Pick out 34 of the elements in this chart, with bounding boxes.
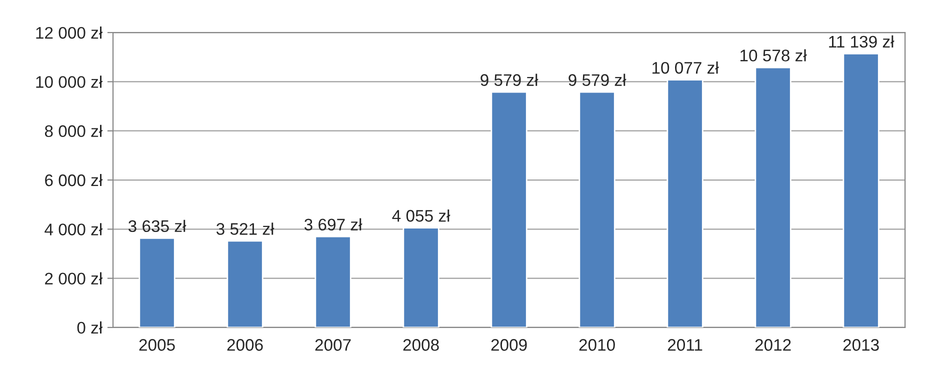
bar — [666, 79, 704, 328]
x-tick-label: 2007 — [315, 339, 351, 351]
x-tick-label: 2009 — [491, 339, 527, 351]
y-tick-label: 4 000 zł — [44, 223, 102, 236]
bar — [842, 53, 880, 328]
bar — [754, 66, 792, 328]
bar — [402, 227, 440, 328]
data-label: 3 521 zł — [216, 222, 274, 235]
y-tick-label: 6 000 zł — [45, 174, 102, 186]
data-label: 9 579 zł — [568, 74, 626, 86]
data-label: 10 578 zł — [740, 49, 807, 62]
x-tick-label: 2010 — [579, 339, 615, 351]
data-label: 10 077 zł — [652, 62, 719, 74]
data-label: 11 139 zł — [829, 35, 894, 48]
bar — [138, 237, 176, 328]
bar — [490, 91, 528, 328]
data-label: 3 697 zł — [304, 218, 362, 231]
x-tick-label: 2008 — [403, 339, 439, 351]
bar — [578, 91, 616, 328]
y-tick-label: 2 000 zł — [45, 272, 102, 285]
data-label: 3 635 zł — [128, 220, 186, 232]
x-tick-label: 2013 — [843, 339, 879, 351]
bar — [314, 236, 352, 328]
x-tick-label: 2006 — [227, 339, 263, 351]
x-tick-label: 2011 — [668, 339, 702, 351]
y-tick-label: 12 000 zł — [36, 26, 102, 39]
x-tick-label: 2012 — [755, 339, 791, 351]
y-tick-label: 0 zł — [77, 321, 102, 334]
y-tick-label: 8 000 zł — [44, 124, 102, 138]
data-label: 9 579 zł — [480, 74, 538, 86]
y-tick-label: 10 000 zł — [36, 76, 102, 88]
data-label: 4 055 zł — [392, 209, 450, 222]
x-tick-label: 2005 — [139, 339, 175, 351]
bar — [226, 240, 264, 328]
